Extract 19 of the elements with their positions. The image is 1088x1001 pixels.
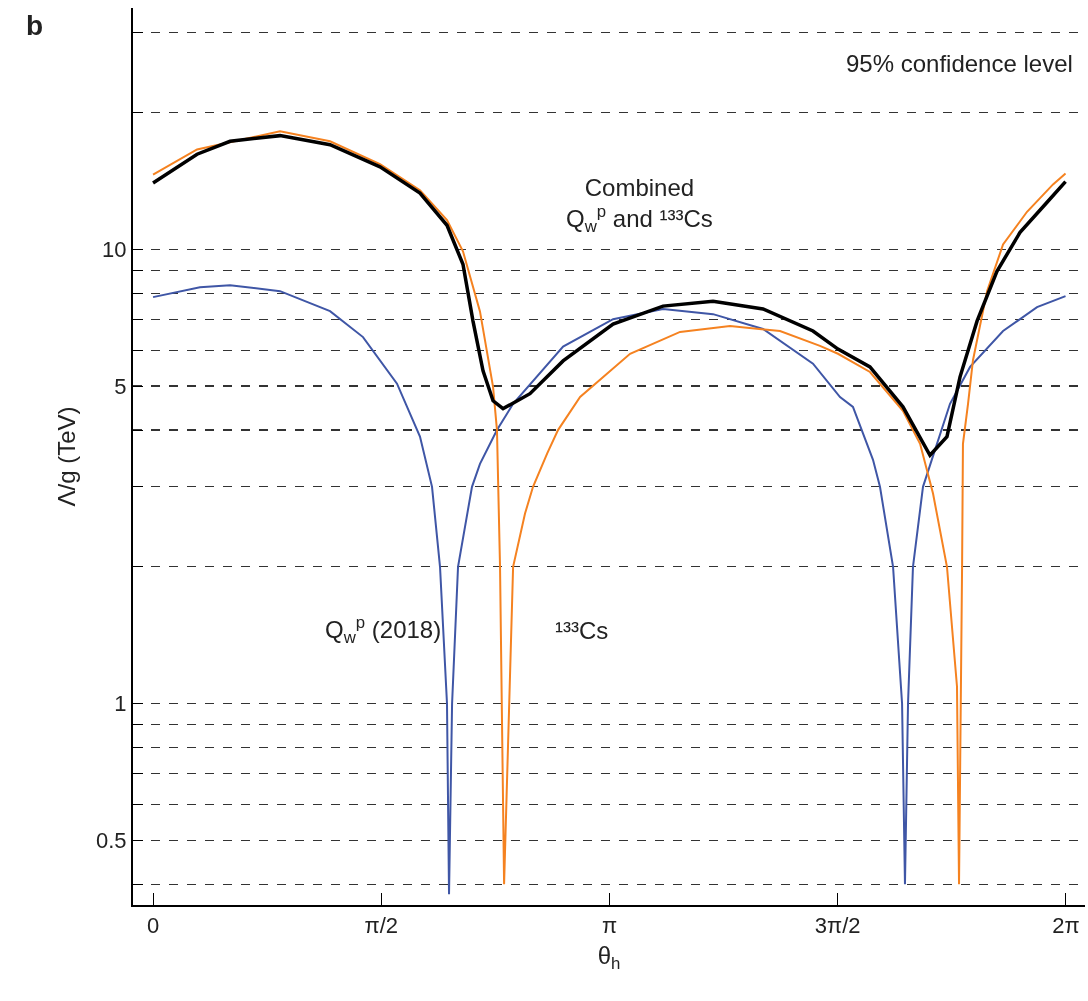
text: Combined Q$_{w}$$^{p}$ and ¹³³Cs xyxy=(566,174,713,237)
x-tick-label: π/2 xyxy=(364,913,399,939)
x-axis-title: θ$_{h}$ xyxy=(597,942,621,974)
x-tick-label: π xyxy=(601,913,618,939)
y-tick-label: 10 xyxy=(102,237,127,263)
text: b xyxy=(26,10,44,41)
y-tick-label: 0.5 xyxy=(96,827,127,853)
series-label: Q$_{w}$$^{p}$ (2018) xyxy=(325,613,442,648)
line-series xyxy=(151,133,1068,458)
y-tick-label: 5 xyxy=(114,373,127,399)
y-tick-label: 1 xyxy=(114,691,127,717)
x-tick-label: 0 xyxy=(146,913,160,939)
y-axis-title: Λ/g (TeV) xyxy=(52,406,80,507)
x-tick-label: 3π/2 xyxy=(814,913,861,939)
line-series xyxy=(152,130,1067,886)
series-label: ¹³³Cs xyxy=(555,617,609,644)
line-series xyxy=(152,284,1067,896)
annotation: 95% confidence level xyxy=(846,50,1073,77)
x-tick-label: 2π xyxy=(1052,913,1080,939)
